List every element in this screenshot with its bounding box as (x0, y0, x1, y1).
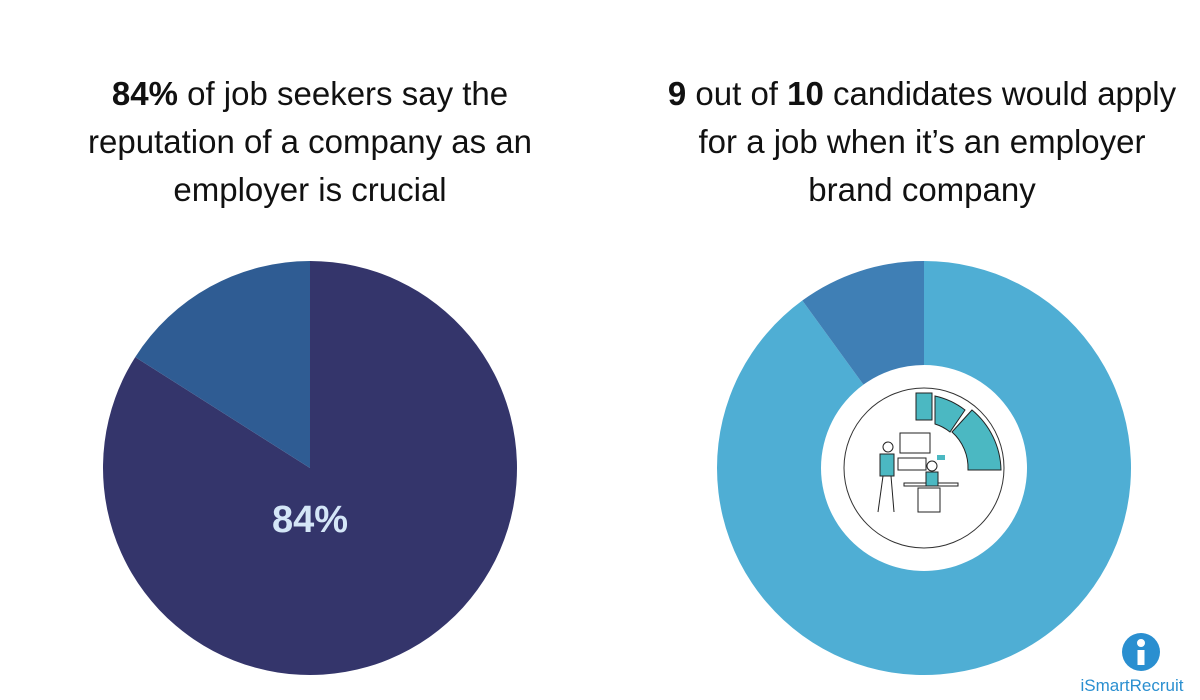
title-segment: candidates would apply for a job when it… (698, 75, 1186, 208)
illustration (843, 387, 1005, 549)
title-segment: out of (686, 75, 788, 112)
logo-text: iSmartRecruit (1080, 676, 1184, 695)
title-segment: 84% (111, 75, 178, 112)
pie-slice (135, 261, 310, 468)
title-segment: 10 (787, 75, 824, 112)
chart-title: 9 out of 10 candidates would apply for a… (662, 70, 1182, 214)
title-segment: 9 (667, 75, 687, 112)
donut-slice (802, 261, 924, 385)
value-label: 84% (272, 499, 348, 541)
donut-slice (716, 261, 1131, 675)
pie-slice (102, 261, 517, 675)
logo-icon (1122, 633, 1160, 671)
chart-title: 84% of job seekers say the reputation of… (50, 70, 570, 214)
title-segment: of job seekers say the reputation of a c… (88, 75, 542, 208)
